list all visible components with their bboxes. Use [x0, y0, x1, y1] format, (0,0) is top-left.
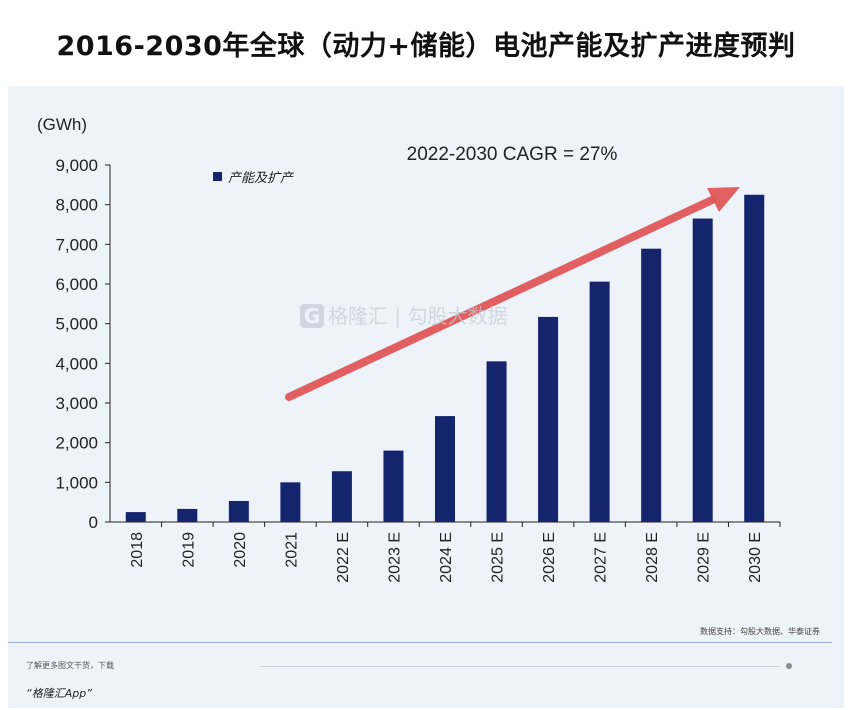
y-tick-label: 2,000 [55, 434, 98, 453]
x-tick-label: 2019 [180, 532, 197, 568]
y-tick-label: 9,000 [55, 156, 98, 175]
x-tick-label: 2020 [232, 532, 249, 568]
y-axis-unit: (GWh) [37, 115, 87, 134]
y-tick-label: 4,000 [55, 354, 98, 373]
x-tick-label: 2018 [129, 532, 146, 568]
x-tick-label: 2023 E [386, 532, 403, 583]
bar [486, 361, 507, 522]
watermark-text: 格隆汇 | 勾股大数据 [328, 304, 508, 328]
bar [177, 508, 198, 522]
y-tick-label: 6,000 [55, 275, 98, 294]
x-tick-label: 2021 [283, 532, 300, 568]
bar [383, 450, 404, 522]
bar [125, 512, 146, 522]
x-tick-label: 2025 E [490, 532, 507, 583]
page-title: 2016-2030年全球（动力+储能）电池产能及扩产进度预判 [56, 31, 796, 62]
bar [228, 500, 249, 522]
watermark-logo-icon: G [300, 304, 324, 328]
trend-arrow-head [707, 187, 740, 212]
bar [538, 316, 559, 522]
legend-swatch [213, 172, 222, 181]
y-tick-label: 8,000 [55, 196, 98, 215]
x-tick-label: 2030 E [747, 532, 764, 583]
bar [744, 194, 765, 522]
bar [692, 218, 713, 523]
footer-note: 了解更多图文干货，下载 [26, 661, 114, 670]
bar [641, 248, 662, 523]
footer-rule [260, 666, 780, 667]
footer-divider [8, 642, 832, 643]
bar [435, 416, 455, 522]
trend-arrow-shaft [285, 196, 716, 401]
footer-app-name[interactable]: “格隆汇App” [26, 687, 92, 700]
y-tick-label: 7,000 [55, 235, 98, 254]
bar [589, 281, 610, 522]
x-tick-label: 2029 E [696, 532, 713, 583]
x-tick-label: 2026 E [541, 532, 558, 583]
y-tick-label: 3,000 [55, 394, 98, 413]
x-tick-label: 2028 E [644, 532, 661, 583]
footer-dot [786, 663, 792, 669]
x-tick-label: 2022 E [335, 532, 352, 583]
y-tick-label: 5,000 [55, 315, 98, 334]
watermark: G 格隆汇 | 勾股大数据 [300, 300, 507, 329]
x-tick-label: 2024 E [438, 532, 455, 583]
legend-label: 产能及扩产 [228, 171, 295, 186]
bar [331, 471, 352, 522]
x-tick-label: 2027 E [593, 532, 610, 583]
y-tick-label: 0 [89, 513, 98, 532]
source-note: 数据支持：勾股大数据、华泰证券 [700, 627, 820, 636]
y-tick-label: 1,000 [55, 473, 98, 492]
cagr-annotation: 2022-2030 CAGR = 27% [407, 144, 618, 165]
bar [280, 482, 301, 522]
